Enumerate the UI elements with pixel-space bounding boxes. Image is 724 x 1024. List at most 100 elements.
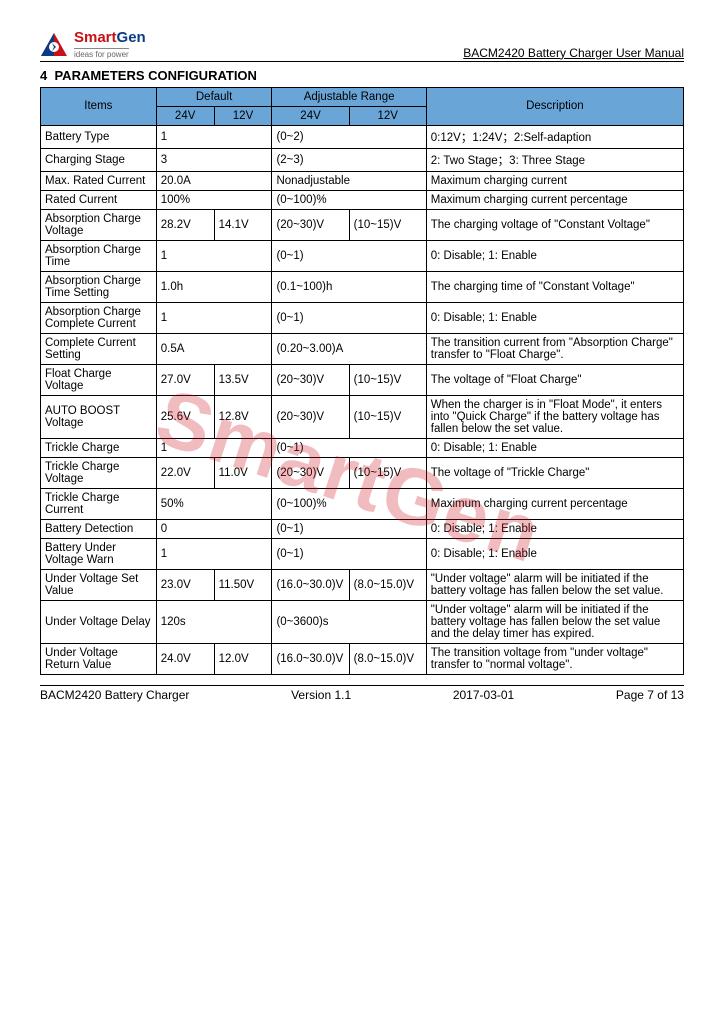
cell-item: Absorption Charge Time Setting — [41, 271, 157, 302]
cell-desc: 0:12V；1:24V；2:Self-adaption — [426, 125, 683, 148]
cell-item: Rated Current — [41, 190, 157, 209]
cell-d12: 11.50V — [214, 569, 272, 600]
cell-item: Trickle Charge — [41, 438, 157, 457]
cell-default: 120s — [156, 600, 272, 643]
cell-r24: (16.0~30.0)V — [272, 643, 349, 674]
cell-default: 1.0h — [156, 271, 272, 302]
brand-red: Smart — [74, 29, 117, 46]
cell-d12: 12.0V — [214, 643, 272, 674]
cell-default: 1 — [156, 302, 272, 333]
document-title: BACM2420 Battery Charger User Manual — [463, 46, 684, 60]
cell-item: Battery Type — [41, 125, 157, 148]
cell-range: (0~1) — [272, 438, 426, 457]
cell-range: (0~100)% — [272, 488, 426, 519]
table-row: AUTO BOOST Voltage25.6V12.8V(20~30)V(10~… — [41, 395, 684, 438]
cell-desc: "Under voltage" alarm will be initiated … — [426, 600, 683, 643]
cell-desc: 2: Two Stage；3: Three Stage — [426, 148, 683, 171]
cell-default: 1 — [156, 240, 272, 271]
cell-item: Battery Under Voltage Warn — [41, 538, 157, 569]
cell-item: Absorption Charge Time — [41, 240, 157, 271]
cell-r12: (8.0~15.0)V — [349, 643, 426, 674]
cell-d12: 14.1V — [214, 209, 272, 240]
page-header: SmartGen ideas for power BACM2420 Batter… — [40, 30, 684, 62]
table-row: Battery Detection0(0~1)0: Disable; 1: En… — [41, 519, 684, 538]
cell-default: 3 — [156, 148, 272, 171]
cell-desc: 0: Disable; 1: Enable — [426, 519, 683, 538]
cell-default: 0 — [156, 519, 272, 538]
cell-d12: 11.0V — [214, 457, 272, 488]
cell-item: Float Charge Voltage — [41, 364, 157, 395]
table-header: Items Default Adjustable Range Descripti… — [41, 87, 684, 125]
th-default: Default — [156, 87, 272, 106]
cell-range: (0~1) — [272, 302, 426, 333]
cell-item: Trickle Charge Voltage — [41, 457, 157, 488]
brand-name: SmartGen — [74, 29, 146, 46]
cell-d24: 22.0V — [156, 457, 214, 488]
table-row: Trickle Charge Current50%(0~100)%Maximum… — [41, 488, 684, 519]
cell-default: 1 — [156, 538, 272, 569]
cell-item: Under Voltage Set Value — [41, 569, 157, 600]
cell-d24: 27.0V — [156, 364, 214, 395]
cell-range: (0~2) — [272, 125, 426, 148]
brand-logo: SmartGen ideas for power — [40, 30, 146, 60]
parameters-table: Items Default Adjustable Range Descripti… — [40, 87, 684, 675]
table-row: Rated Current100%(0~100)%Maximum chargin… — [41, 190, 684, 209]
cell-d24: 24.0V — [156, 643, 214, 674]
cell-range: (2~3) — [272, 148, 426, 171]
cell-item: Complete Current Setting — [41, 333, 157, 364]
cell-desc: The voltage of "Trickle Charge" — [426, 457, 683, 488]
cell-d24: 28.2V — [156, 209, 214, 240]
th-d24: 24V — [156, 106, 214, 125]
cell-desc: The voltage of "Float Charge" — [426, 364, 683, 395]
cell-r12: (8.0~15.0)V — [349, 569, 426, 600]
cell-default: 1 — [156, 438, 272, 457]
cell-item: Absorption Charge Voltage — [41, 209, 157, 240]
cell-desc: "Under voltage" alarm will be initiated … — [426, 569, 683, 600]
cell-item: Max. Rated Current — [41, 171, 157, 190]
cell-r12: (10~15)V — [349, 395, 426, 438]
cell-range: (0.1~100)h — [272, 271, 426, 302]
cell-desc: 0: Disable; 1: Enable — [426, 302, 683, 333]
cell-r12: (10~15)V — [349, 209, 426, 240]
section-title-text: PARAMETERS CONFIGURATION — [54, 68, 256, 83]
cell-d24: 25.6V — [156, 395, 214, 438]
th-d12: 12V — [214, 106, 272, 125]
cell-desc: 0: Disable; 1: Enable — [426, 538, 683, 569]
table-row: Absorption Charge Time1(0~1)0: Disable; … — [41, 240, 684, 271]
footer-page: Page 7 of 13 — [616, 688, 684, 702]
table-row: Max. Rated Current20.0ANonadjustableMaxi… — [41, 171, 684, 190]
th-items: Items — [41, 87, 157, 125]
table-row: Under Voltage Set Value23.0V11.50V(16.0~… — [41, 569, 684, 600]
th-r24: 24V — [272, 106, 349, 125]
table-row: Battery Type1(0~2)0:12V；1:24V；2:Self-ada… — [41, 125, 684, 148]
cell-default: 100% — [156, 190, 272, 209]
th-r12: 12V — [349, 106, 426, 125]
table-row: Absorption Charge Complete Current1(0~1)… — [41, 302, 684, 333]
table-row: Under Voltage Return Value24.0V12.0V(16.… — [41, 643, 684, 674]
cell-range: (0~1) — [272, 538, 426, 569]
cell-item: Trickle Charge Current — [41, 488, 157, 519]
th-range: Adjustable Range — [272, 87, 426, 106]
cell-desc: Maximum charging current — [426, 171, 683, 190]
cell-desc: Maximum charging current percentage — [426, 190, 683, 209]
brand-tagline: ideas for power — [74, 48, 129, 59]
cell-range: (0~3600)s — [272, 600, 426, 643]
cell-d24: 23.0V — [156, 569, 214, 600]
page-footer: BACM2420 Battery Charger Version 1.1 201… — [40, 685, 684, 702]
cell-range: (0~100)% — [272, 190, 426, 209]
cell-item: Battery Detection — [41, 519, 157, 538]
footer-version: Version 1.1 — [291, 688, 351, 702]
cell-item: Under Voltage Return Value — [41, 643, 157, 674]
cell-desc: When the charger is in "Float Mode", it … — [426, 395, 683, 438]
table-row: Absorption Charge Voltage28.2V14.1V(20~3… — [41, 209, 684, 240]
cell-item: Charging Stage — [41, 148, 157, 171]
brand-black: Gen — [117, 29, 146, 46]
cell-r24: (20~30)V — [272, 364, 349, 395]
cell-r12: (10~15)V — [349, 364, 426, 395]
cell-range: (0~1) — [272, 240, 426, 271]
footer-date: 2017-03-01 — [453, 688, 514, 702]
cell-range: (0~1) — [272, 519, 426, 538]
cell-range: (0.20~3.00)A — [272, 333, 426, 364]
table-row: Under Voltage Delay120s(0~3600)s"Under v… — [41, 600, 684, 643]
cell-desc: The transition current from "Absorption … — [426, 333, 683, 364]
